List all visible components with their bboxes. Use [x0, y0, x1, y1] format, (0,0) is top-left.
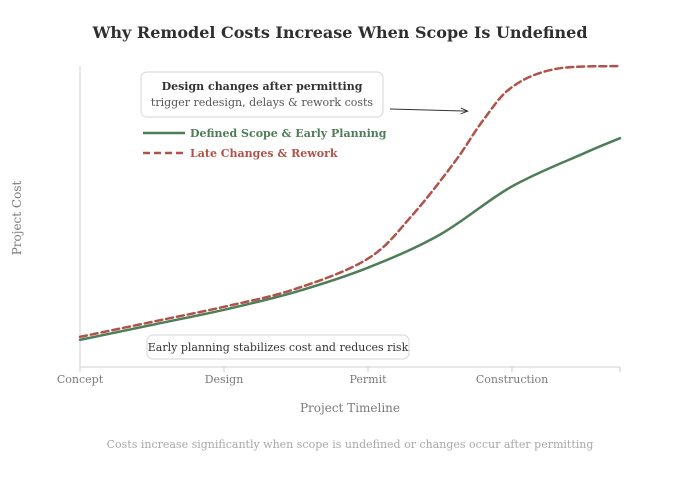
legend-label-defined-scope: Defined Scope & Early Planning: [190, 127, 387, 140]
x-tick-label-concept: Concept: [57, 373, 104, 386]
x-tick-label-permit: Permit: [349, 373, 387, 386]
annotation-arrow: [389, 109, 468, 111]
annotation-text: Early planning stabilizes cost and reduc…: [148, 341, 409, 354]
legend: Defined Scope & Early Planning Late Chan…: [143, 127, 387, 160]
series-line-late-changes: [78, 64, 622, 339]
legend-label-late-changes: Late Changes & Rework: [190, 147, 338, 160]
x-tick-label-construction: Construction: [476, 373, 548, 386]
annotation-early-planning: Early planning stabilizes cost and reduc…: [146, 334, 410, 360]
legend-item-late-changes: Late Changes & Rework: [143, 147, 338, 160]
x-tick-label-design: Design: [205, 373, 244, 386]
series-layer: [78, 64, 622, 342]
y-axis-label: Project Cost: [10, 181, 24, 256]
x-ticks: Concept Design Permit Construction: [57, 367, 621, 386]
annotation-late-changes: Design changes after permitting trigger …: [140, 71, 468, 118]
annotation-title: Design changes after permitting: [162, 80, 363, 93]
chart-caption: Costs increase significantly when scope …: [107, 438, 594, 451]
annotation-text: trigger redesign, delays & rework costs: [151, 96, 373, 109]
annotation-box: [140, 71, 384, 118]
chart-title: Why Remodel Costs Increase When Scope Is…: [91, 23, 587, 42]
x-axis-label: Project Timeline: [300, 401, 400, 415]
series-line-defined-scope: [78, 136, 622, 342]
annotation-box: [146, 334, 410, 360]
legend-item-defined-scope: Defined Scope & Early Planning: [143, 127, 387, 140]
